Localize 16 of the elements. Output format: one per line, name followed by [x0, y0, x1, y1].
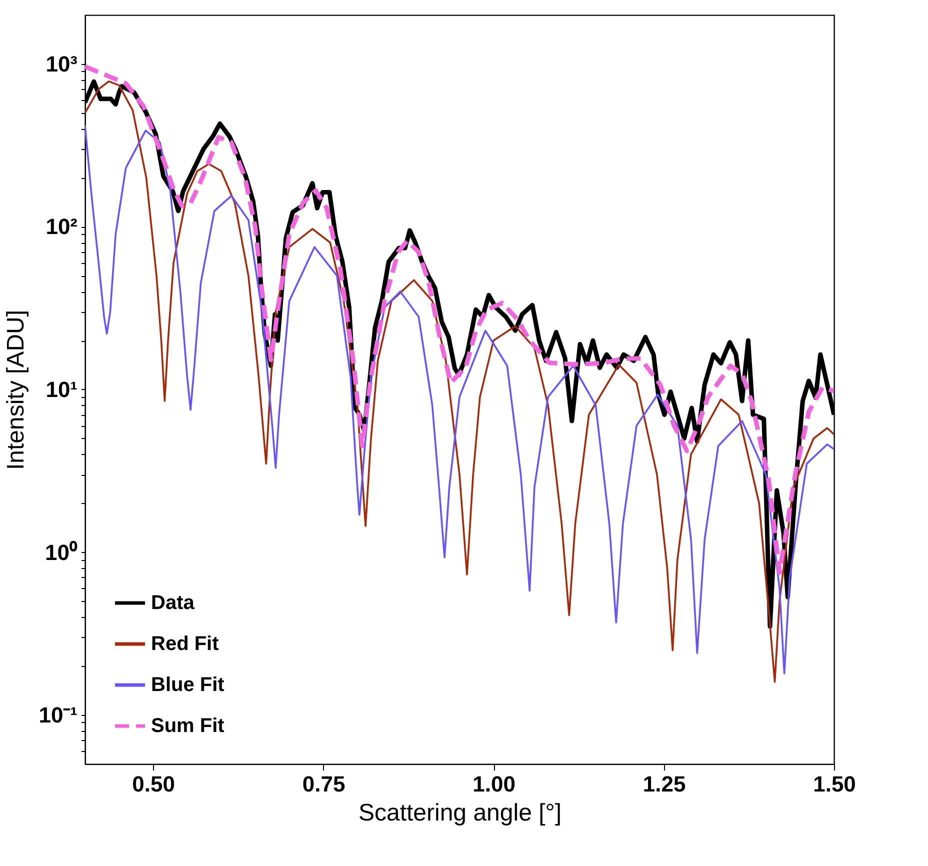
y-tick-label: 10¹ — [46, 377, 78, 402]
y-tick-label: 10⁻¹ — [38, 702, 78, 728]
y-axis-title: Intensity [ADU] — [2, 310, 30, 470]
x-tick-label: 0.75 — [302, 772, 346, 796]
x-axis-title: Scattering angle [°] — [358, 800, 562, 826]
legend-label: Sum Fit — [151, 715, 225, 737]
x-tick-label: 1.25 — [642, 772, 686, 796]
x-tick-label: 0.50 — [132, 772, 176, 796]
legend-label: Red Fit — [151, 633, 220, 655]
x-tick-label: 1.50 — [813, 772, 856, 796]
legend-label: Blue Fit — [151, 674, 225, 696]
x-tick-label: 1.00 — [472, 772, 516, 796]
y-tick-label: 10⁰ — [45, 540, 78, 565]
y-tick-label: 10² — [46, 214, 78, 240]
legend-label: Data — [151, 592, 196, 614]
y-tick-label: 10³ — [46, 51, 78, 76]
